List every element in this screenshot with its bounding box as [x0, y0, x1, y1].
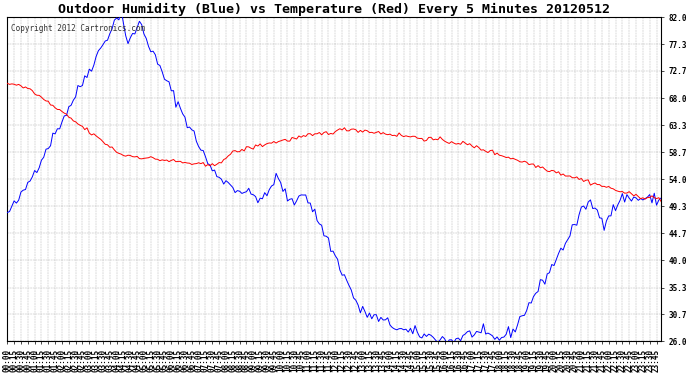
Title: Outdoor Humidity (Blue) vs Temperature (Red) Every 5 Minutes 20120512: Outdoor Humidity (Blue) vs Temperature (…	[58, 3, 610, 16]
Text: Copyright 2012 Cartronics.com: Copyright 2012 Cartronics.com	[10, 24, 145, 33]
